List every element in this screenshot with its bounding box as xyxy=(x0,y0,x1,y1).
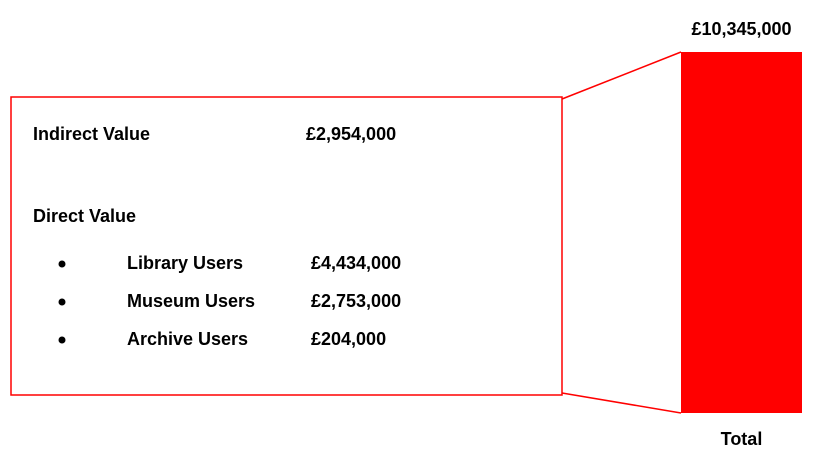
item-label: Archive Users xyxy=(127,329,248,349)
bullet xyxy=(58,260,66,268)
bullet xyxy=(58,298,66,306)
connector-line xyxy=(561,51,682,100)
bullet xyxy=(58,336,66,344)
indirect-value: £2,954,000 xyxy=(306,124,396,144)
x-tick-label: Total xyxy=(721,429,763,449)
item-label: Library Users xyxy=(127,253,243,273)
item-label: Museum Users xyxy=(127,291,255,311)
indirect-label: Indirect Value xyxy=(33,124,150,144)
connector-line xyxy=(561,392,682,414)
item-value: £4,434,000 xyxy=(311,253,401,273)
bar xyxy=(681,52,802,413)
callout-box xyxy=(10,96,563,396)
direct-label: Direct Value xyxy=(33,206,136,226)
item-value: £2,753,000 xyxy=(311,291,401,311)
item-value: £204,000 xyxy=(311,329,386,349)
value-label: £10,345,000 xyxy=(691,19,791,39)
